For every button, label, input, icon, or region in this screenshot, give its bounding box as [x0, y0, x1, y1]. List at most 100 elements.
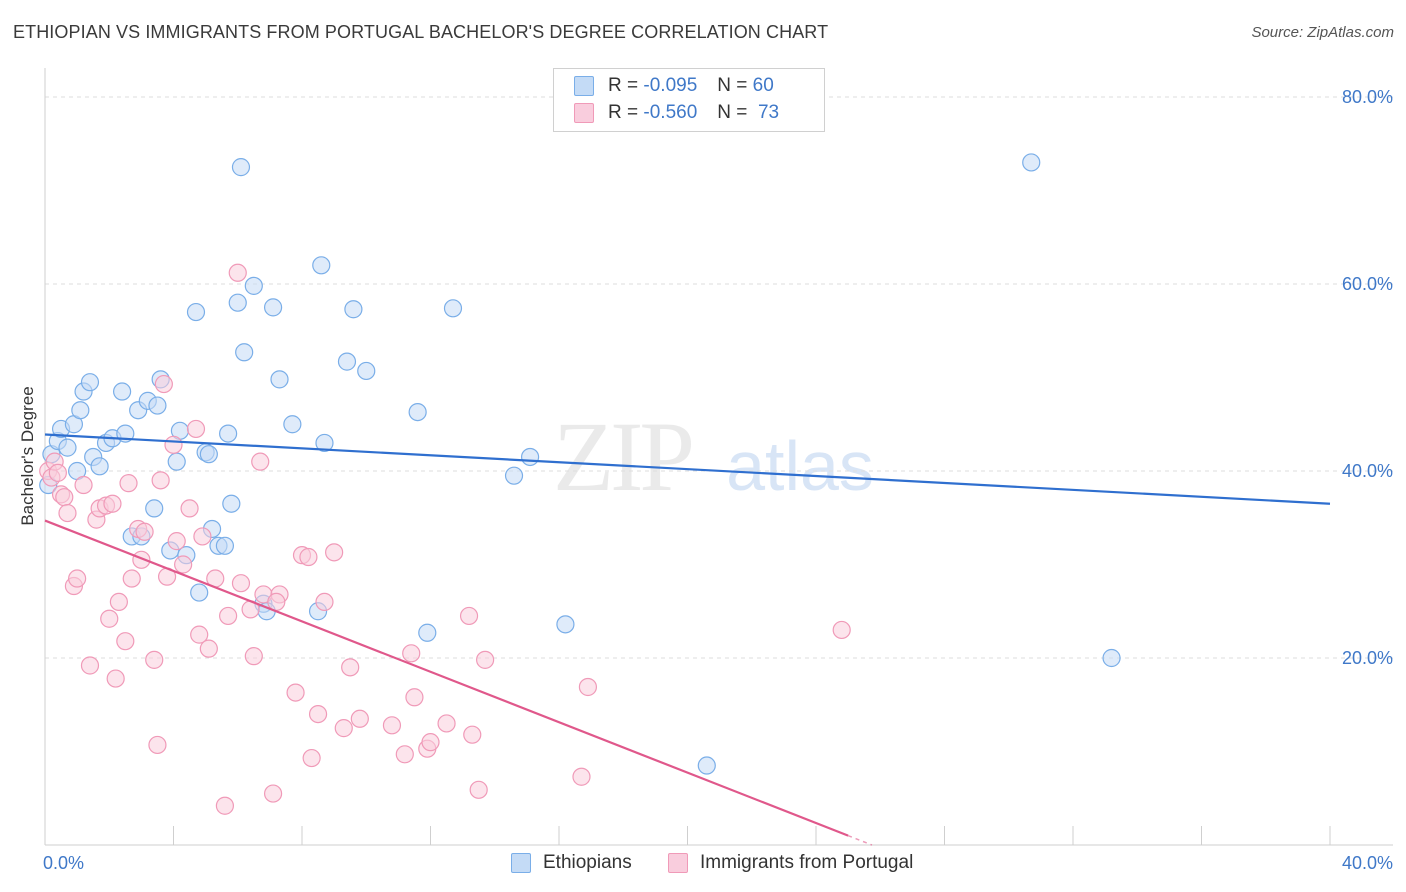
ethiopians-point	[145, 499, 164, 518]
trend-lines	[44, 433, 1331, 846]
legend-row-ethiopians: R = -0.095 N = 60	[574, 74, 774, 98]
n-value: 73	[757, 102, 780, 123]
portugal-point	[299, 547, 318, 567]
gridlines	[45, 96, 1393, 659]
portugal-point	[119, 474, 138, 493]
ethiopians-point	[418, 623, 437, 642]
ethiopians-point	[443, 299, 463, 318]
ethiopians-point	[344, 300, 363, 319]
ethiopians-point	[312, 256, 331, 275]
ethiopians-point	[222, 494, 241, 513]
portugal-point	[199, 639, 218, 658]
portugal-point	[469, 780, 488, 799]
ethiopians-point	[186, 302, 206, 322]
ethiopians-point	[231, 158, 251, 177]
portugal-point	[350, 709, 369, 728]
ethiopians-point	[283, 415, 302, 434]
portugal-point	[476, 650, 495, 669]
portugal-point	[302, 748, 321, 768]
ethiopians-point	[228, 293, 247, 312]
ethiopians-point	[1022, 153, 1041, 172]
y-tick-label: 80.0%	[1342, 87, 1393, 107]
portugal-point	[251, 452, 270, 471]
portugal-point	[437, 714, 456, 733]
legend-row-portugal: R = -0.560 N = 73	[574, 101, 779, 125]
ethiopians-point	[270, 370, 289, 389]
portugal-point	[58, 503, 77, 523]
portugal-point	[244, 647, 263, 666]
n-label: N =	[717, 75, 748, 96]
ethiopians-legend-swatch	[511, 853, 531, 873]
portugal-point	[421, 733, 440, 752]
portugal-trend-extension	[847, 834, 873, 846]
r-label: R =	[608, 75, 639, 96]
portugal-point	[74, 475, 93, 495]
chart-title: ETHIOPIAN VS IMMIGRANTS FROM PORTUGAL BA…	[13, 22, 829, 42]
watermark-zip: ZIP	[553, 401, 691, 512]
r-value: -0.095	[643, 75, 698, 96]
portugal-point	[231, 574, 251, 593]
portugal-point	[215, 796, 234, 815]
ethiopians-point	[148, 396, 167, 415]
ethiopians-trend-line	[44, 433, 1331, 505]
ethiopians-swatch	[574, 76, 594, 96]
source-label: Source: ZipAtlas.com	[1251, 24, 1394, 41]
portugal-point	[106, 669, 125, 688]
portugal-point	[167, 532, 186, 551]
ethiopians-point	[199, 445, 218, 464]
portugal-point	[109, 592, 128, 612]
portugal-point	[148, 735, 167, 755]
portugal-point	[122, 569, 141, 588]
portugal-points	[39, 263, 851, 815]
ethiopians-point	[219, 424, 238, 443]
portugal-point	[325, 543, 344, 562]
portugal-point	[382, 716, 402, 735]
portugal-point	[55, 488, 74, 507]
portugal-point	[578, 677, 598, 697]
ethiopians-point	[697, 756, 716, 775]
ethiopians-point	[504, 466, 524, 485]
ethiopians-point	[190, 583, 209, 602]
portugal-point	[116, 632, 135, 651]
ethiopians-point	[315, 433, 334, 453]
portugal-point	[315, 592, 334, 612]
stats-legend: R = -0.095 N = 60 R = -0.560 N = 73	[553, 68, 825, 132]
r-label: R =	[608, 102, 639, 123]
portugal-point	[151, 471, 170, 490]
ethiopians-point	[263, 298, 283, 317]
portugal-point	[263, 784, 283, 803]
legend-item-ethiopians: Ethiopians	[511, 852, 632, 874]
ethiopians-point	[167, 452, 186, 471]
ethiopians-point	[556, 615, 575, 634]
legend-item-label: Immigrants from Portugal	[700, 852, 914, 873]
portugal-point	[68, 569, 87, 588]
portugal-point	[164, 435, 183, 454]
series-legend: Ethiopians Immigrants from Portugal	[0, 852, 1406, 876]
portugal-point	[572, 767, 591, 786]
portugal-point	[286, 683, 305, 702]
portugal-point	[463, 725, 482, 744]
legend-item-portugal: Immigrants from Portugal	[668, 852, 913, 874]
portugal-point	[48, 463, 67, 482]
portugal-point	[395, 745, 414, 764]
x-tick-label: 0.0%	[43, 853, 84, 873]
ethiopians-point	[337, 352, 357, 371]
portugal-point	[219, 606, 238, 626]
portugal-point	[228, 263, 247, 282]
portugal-point	[405, 688, 424, 707]
portugal-legend-swatch	[668, 853, 688, 873]
portugal-point	[190, 625, 209, 644]
portugal-point	[341, 658, 360, 677]
r-value: -0.560	[643, 102, 698, 123]
ethiopians-point	[215, 536, 234, 555]
portugal-point	[100, 609, 119, 628]
portugal-point	[402, 644, 421, 663]
n-value: 60	[752, 75, 774, 96]
ethiopians-point	[90, 457, 109, 476]
portugal-point	[135, 522, 154, 541]
ethiopians-point	[80, 373, 100, 392]
ethiopians-point	[1102, 648, 1121, 668]
watermark: ZIP atlas	[553, 401, 874, 512]
ethiopians-point	[357, 361, 376, 381]
portugal-point	[103, 494, 122, 513]
